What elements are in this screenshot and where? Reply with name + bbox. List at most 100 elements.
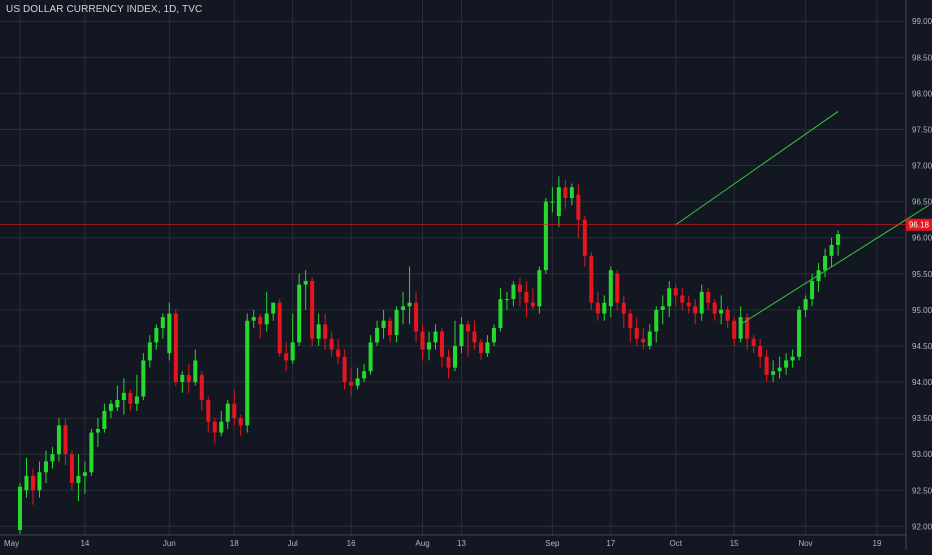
y-tick-label: 93.50	[912, 414, 932, 423]
last-price-label: 96.18	[909, 221, 930, 230]
candle-body	[245, 320, 250, 426]
y-tick-label: 92.00	[912, 522, 932, 531]
candle-body	[576, 194, 581, 220]
candle-body	[89, 432, 94, 473]
candle-body	[836, 234, 841, 245]
candle-body	[297, 284, 302, 343]
candle-body	[355, 378, 360, 386]
candle-body	[186, 374, 191, 383]
x-tick-label: 16	[347, 539, 356, 548]
candle-body	[381, 320, 386, 328]
candle-body	[50, 454, 55, 462]
candle-body	[790, 356, 795, 361]
candle-body	[725, 309, 730, 321]
candle-body	[30, 475, 35, 491]
x-tick-label: 17	[606, 539, 615, 548]
candle-body	[647, 331, 652, 346]
candle-body	[388, 320, 393, 336]
y-tick-label: 98.50	[912, 53, 932, 62]
candle-body	[517, 284, 522, 292]
candle-body	[368, 342, 373, 372]
y-tick-label: 94.00	[912, 378, 932, 387]
candle-body	[303, 281, 308, 285]
candle-body	[667, 288, 672, 307]
candle-body	[95, 428, 100, 433]
candle-body	[699, 291, 704, 314]
candle-body	[569, 187, 574, 199]
candle-body	[433, 331, 438, 343]
candle-body	[362, 371, 367, 379]
candle-body	[771, 371, 776, 375]
candle-body	[167, 313, 172, 354]
y-tick-label: 95.00	[912, 306, 932, 315]
candle-body	[556, 187, 561, 217]
candle-body	[219, 421, 224, 433]
candle-body	[537, 270, 542, 307]
candle-body	[654, 309, 659, 332]
candle-body	[530, 302, 535, 307]
candle-body	[478, 342, 483, 354]
candle-body	[784, 360, 789, 368]
x-tick-label: Aug	[415, 539, 429, 548]
candle-body	[758, 345, 763, 357]
candle-body	[582, 219, 587, 256]
x-tick-label: Nov	[798, 539, 812, 548]
channel-lower-line	[740, 204, 930, 325]
x-tick-label: Oct	[670, 539, 683, 548]
candle-body	[342, 356, 347, 383]
candle-body	[225, 403, 230, 422]
candle-body	[686, 302, 691, 307]
candle-body	[17, 486, 23, 530]
candle-body	[628, 313, 633, 328]
candle-body	[491, 327, 496, 343]
candle-body	[128, 392, 133, 404]
candle-body	[615, 273, 620, 303]
candle-body	[206, 400, 211, 422]
candle-body	[524, 291, 529, 303]
candle-body	[232, 403, 237, 419]
candle-body	[277, 302, 282, 354]
candle-body	[336, 349, 341, 357]
candle-body	[634, 327, 639, 339]
candle-body	[680, 295, 685, 303]
candle-body	[777, 367, 782, 372]
y-tick-label: 95.50	[912, 270, 932, 279]
candle-body	[504, 299, 509, 301]
candle-body	[349, 382, 354, 386]
candle-body	[37, 472, 42, 491]
candle-body	[63, 425, 68, 455]
candle-body	[660, 306, 665, 310]
candle-body	[829, 244, 834, 256]
candle-body	[69, 454, 74, 484]
y-tick-label: 99.00	[912, 17, 932, 26]
candle-body	[745, 317, 750, 339]
candle-body	[641, 338, 646, 343]
candle-body	[141, 360, 146, 397]
candle-body	[446, 356, 451, 368]
x-tick-label: 13	[457, 539, 466, 548]
x-tick-label: Jul	[288, 539, 298, 548]
candle-body	[76, 475, 81, 484]
candle-body	[732, 320, 737, 339]
channel-upper-line	[675, 111, 839, 226]
chart-title: US DOLLAR CURRENCY INDEX, 1D, TVC	[6, 4, 203, 15]
x-tick-label: May	[4, 539, 19, 548]
candle-body	[673, 288, 678, 296]
candle-body	[180, 374, 185, 383]
x-tick-label: 18	[230, 539, 239, 548]
x-tick-label: 14	[80, 539, 89, 548]
candle-body	[420, 331, 425, 350]
candle-body	[810, 281, 815, 300]
candle-body	[550, 201, 555, 203]
x-tick-label: Sep	[545, 539, 560, 548]
candle-body	[823, 255, 828, 271]
candle-body	[271, 302, 276, 314]
candle-body	[329, 338, 334, 350]
candle-body	[414, 302, 419, 332]
candle-body	[563, 187, 568, 199]
candle-body	[43, 461, 48, 473]
candle-body	[738, 317, 743, 339]
y-tick-label: 96.00	[912, 234, 932, 243]
